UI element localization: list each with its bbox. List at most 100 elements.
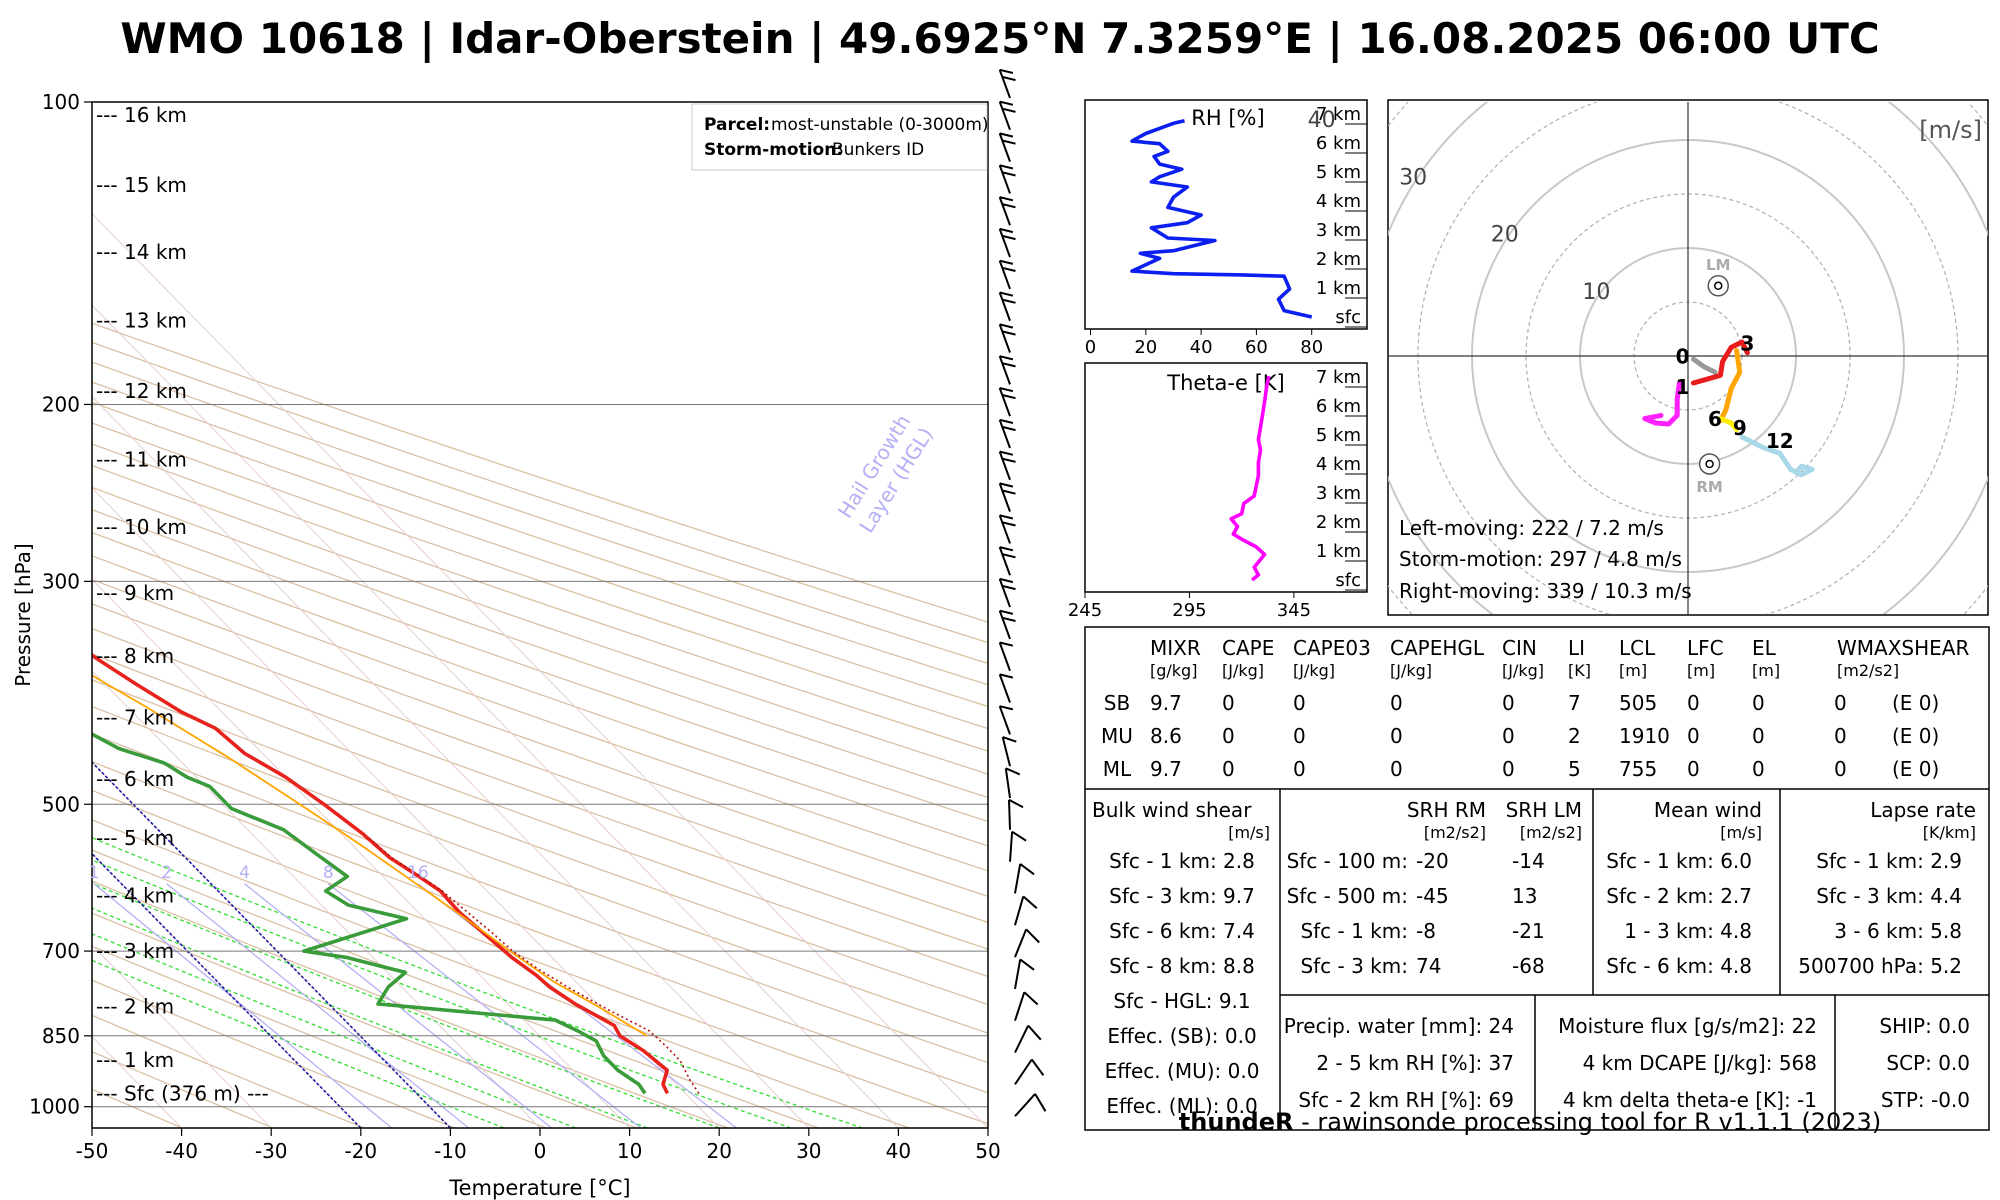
wind-barb [998,577,1016,608]
mixing-ratio-label: 16 [407,863,429,883]
table-header: LFC [1687,636,1724,660]
wind-barb [1001,736,1017,767]
lapse-row: 500700 hPa: 5.2 [1798,954,1962,978]
misc-param: SCP: 0.0 [1886,1051,1970,1075]
table-cell: (E 0) [1892,757,1939,781]
legend-parcel-key: Parcel: [704,115,770,135]
table-cell: 0 [1752,724,1765,748]
legend-storm-key: Storm-motion: [704,140,843,160]
storm-marker-dot [1705,459,1714,469]
bulk-row: Sfc - 6 km: 7.4 [1109,919,1255,943]
height-label: --- 11 km [96,448,187,472]
table-cell: 0 [1222,757,1235,781]
lapse-row: 3 - 6 km: 5.8 [1834,919,1962,943]
wind-barb [998,196,1016,226]
x-tick-label: 245 [1068,600,1102,621]
table-cell: 0 [1834,757,1847,781]
y-tick-label: 1000 [29,1095,80,1119]
wind-barb [998,259,1016,290]
table-cell: 505 [1619,691,1657,715]
table-header: MIXR [1150,636,1201,660]
bulk-row: Sfc - 1 km: 2.8 [1109,849,1255,873]
table-cell: 0 [1222,724,1235,748]
srh-rm-header: SRH RM [1407,798,1486,822]
isotherm [92,487,720,1128]
table-cell: 9.7 [1150,691,1182,715]
mixing-ratio-label: 4 [239,863,250,883]
wind-barb [998,418,1016,449]
table-cell: 0 [1293,691,1306,715]
table-unit: [J/kg] [1502,661,1544,680]
height-label: --- 8 km [96,644,174,668]
y-tick-label: 700 [42,939,80,963]
dry-adiabat [92,819,910,1128]
meanwind-row: Sfc - 6 km: 4.8 [1606,954,1752,978]
rh-title: RH [%] [1191,106,1264,130]
wind-barbs [998,68,1047,1117]
misc-param: STP: -0.0 [1881,1088,1970,1112]
height-label: --- 12 km [96,379,187,403]
height-label: --- 2 km [96,995,174,1019]
srh-lm-value: -68 [1512,954,1545,978]
bulk-row: Effec. (ML): 0.0 [1106,1094,1257,1118]
table-cell: 0 [1390,691,1403,715]
height-label: --- Sfc (376 m) --- [96,1081,269,1105]
dry-adiabat [92,443,988,752]
table-header: CAPE [1222,636,1274,660]
srh-row-label: Sfc - 3 km: [1300,954,1408,978]
table-unit: [J/kg] [1390,661,1432,680]
hodo-segment [1739,434,1815,478]
mixing-ratio-label: 1 [89,863,100,883]
table-row-label: ML [1103,757,1132,781]
level-label: 4 km [1316,191,1361,212]
skewt-frame [91,101,989,1129]
hodo-height-label: 6 [1708,407,1722,431]
storm-marker-dot [1713,281,1723,291]
wind-barb [1014,1024,1042,1053]
hgl-label: Hail Growth Layer (HGL) [833,410,938,537]
hodo-height-label: 1 [1676,375,1690,399]
dry-adiabat [92,705,988,1034]
table-cell: (E 0) [1892,724,1939,748]
table-header: LI [1568,636,1585,660]
wind-barb [998,100,1016,131]
level-label: 7 km [1316,104,1361,125]
storm-marker [1698,453,1721,475]
wind-barb [998,387,1016,417]
dry-adiabat [92,509,988,823]
misc-param: Moisture flux [g/s/m2]: 22 [1558,1014,1817,1038]
wind-barb [998,450,1016,481]
hodo-height-label: 0 [1676,345,1690,369]
dew-line [92,732,647,1095]
thetae-panel: Theta-e [K] 7 km6 km5 km4 km3 km2 km1 km… [1068,362,1368,621]
table-cell: 0 [1502,724,1515,748]
table-cell: 5 [1568,757,1581,781]
table-cell: 0 [1502,691,1515,715]
level-label: 6 km [1316,133,1361,154]
hodograph-panel: 10 20 30 40 LM RM 0 1 3 6 9 12 [m/s] Left-moving: 2… [1308,99,1989,616]
ring-label: 20 [1491,223,1519,248]
x-tick-label: 60 [1245,337,1268,358]
storm-marker-label: LM [1706,256,1731,274]
lapse-row: Sfc - 3 km: 4.4 [1816,884,1962,908]
mixing-ratio-label: 2 [161,863,172,883]
chart-title: WMO 10618 | Idar-Oberstein | 49.6925°N 7… [120,14,1880,63]
dry-adiabat [92,422,988,730]
dry-adiabat [92,578,988,897]
wind-barb [1014,958,1035,990]
srh-rm-value: -20 [1416,849,1449,873]
height-label: --- 14 km [96,240,187,264]
ring-label: 10 [1582,280,1610,305]
misc-param: 4 km DCAPE [J/kg]: 568 [1583,1051,1817,1075]
table-unit: [m2/s2] [1837,661,1899,680]
hodo-segment [1717,348,1743,424]
table-cell: 7 [1568,691,1581,715]
srh-rm-value: -8 [1416,919,1436,943]
wind-barb [1014,863,1035,894]
rh-panel: RH [%] 7 km 6 km 5 km 4 km 3 km 2 km 1 km sfc 0… [1084,99,1368,358]
srh-lm-value: 13 [1512,884,1537,908]
srh-rm-value: -45 [1416,884,1449,908]
height-label: --- 9 km [96,581,174,605]
table-cell: 0 [1687,691,1700,715]
hodo-height-label: 3 [1740,332,1754,356]
